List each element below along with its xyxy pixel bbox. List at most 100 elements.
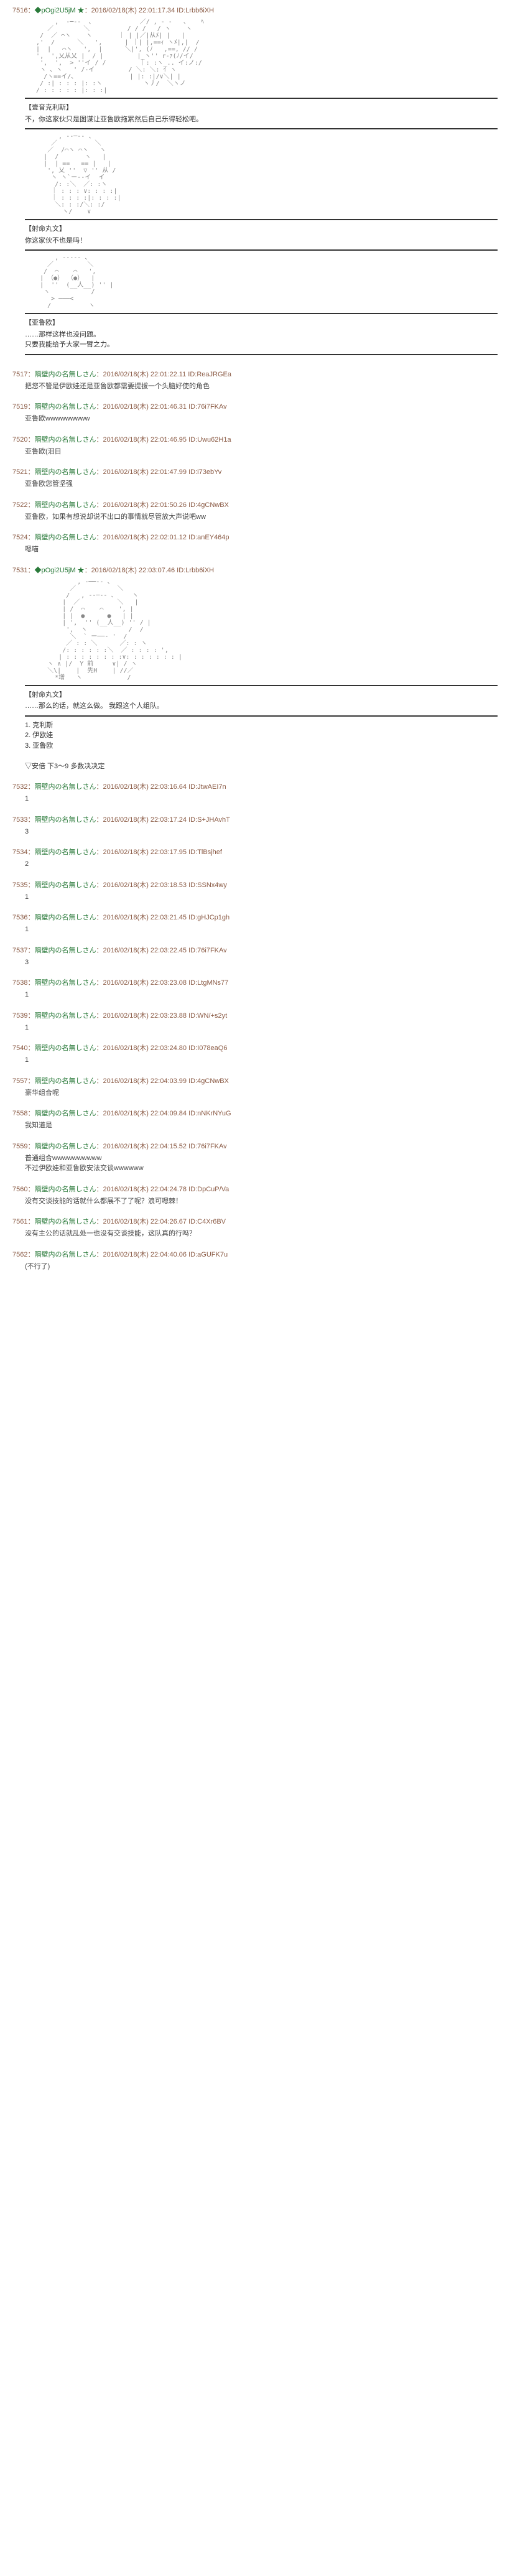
post-header: 7517：隔壁内の名無しさん：2016/02/18(木) 22:01:22.11… [12, 369, 498, 379]
post: 7535：隔壁内の名無しさん：2016/02/18(木) 22:03:18.53… [0, 875, 510, 908]
post: 7522：隔壁内の名無しさん：2016/02/18(木) 22:01:50.26… [0, 495, 510, 528]
post-header: 7537：隔壁内の名無しさん：2016/02/18(木) 22:03:22.45… [12, 945, 498, 955]
post-author: 隔壁内の名無しさん [34, 1143, 96, 1150]
post-text: 3 [25, 827, 498, 837]
post-date: 2016/02/18(木) 22:03:16.64 [103, 783, 187, 791]
post-uid: ID:Lrbb6iXH [177, 7, 214, 14]
post-text: 亚鲁欧您管坚强 [25, 479, 498, 490]
post: 7534：隔壁内の名無しさん：2016/02/18(木) 22:03:17.95… [0, 842, 510, 875]
post-body: 我知道是 [25, 1120, 498, 1131]
post-number: 7538 [12, 979, 27, 987]
post: 7559：隔壁内の名無しさん：2016/02/18(木) 22:04:15.52… [0, 1136, 510, 1179]
post: 7520：隔壁内の名無しさん：2016/02/18(木) 22:01:46.95… [0, 429, 510, 462]
post-date: 2016/02/18(木) 22:03:17.95 [103, 849, 187, 856]
post-date: 2016/02/18(木) 22:03:24.80 [103, 1044, 187, 1052]
post-number: 7537 [12, 947, 27, 954]
post: 7517：隔壁内の名無しさん：2016/02/18(木) 22:01:22.11… [0, 364, 510, 397]
post-author: 隔壁内の名無しさん [34, 947, 96, 954]
post-text: 亚鲁欧，如果有想说却说不出口的事情就尽管放大声说吧ww [25, 512, 498, 523]
post-uid: ID:4gCNwBX [188, 501, 229, 509]
post-header: 7539：隔壁内の名無しさん：2016/02/18(木) 22:03:23.88… [12, 1010, 498, 1020]
post-number: 7557 [12, 1077, 27, 1085]
post-number: 7535 [12, 881, 27, 889]
post-uid: ID:WN/+s2yt [188, 1012, 227, 1020]
post-body: 没有主公的话就乱处一也没有交谈技能，这队真的行吗？ [25, 1229, 498, 1239]
post-text: 我知道是 [25, 1120, 498, 1131]
post-author: 隔壁内の名無しさん [34, 979, 96, 987]
post-text: 亚鲁欧wwwwwwwww [25, 414, 498, 424]
post-uid: ID:I078eaQ6 [188, 1044, 227, 1052]
post-author: 隔壁内の名無しさん [34, 849, 96, 856]
post-author: ◆pOgi2U5jM ★ [34, 7, 84, 14]
post-number: 7531 [12, 567, 27, 574]
post-body: 2 [25, 859, 498, 870]
post-header: 7535：隔壁内の名無しさん：2016/02/18(木) 22:03:18.53… [12, 880, 498, 890]
post-number: 7562 [12, 1251, 27, 1258]
post-body: 1 [25, 1023, 498, 1033]
ascii-art: , -‐‐‐- 、 ／ ＼ / ⌒ ⌒ ', | （●） （●） | | '' … [25, 254, 498, 309]
post-uid: ID:JtwAEI7n [188, 783, 226, 791]
post-body: 亚鲁欧wwwwwwwww [25, 414, 498, 424]
post-header: 7522：隔壁内の名無しさん：2016/02/18(木) 22:01:50.26… [12, 500, 498, 509]
post-author: 隔壁内の名無しさん [34, 783, 96, 791]
post-number: 7519 [12, 403, 27, 411]
post-header: 7558：隔壁内の名無しさん：2016/02/18(木) 22:04:09.84… [12, 1108, 498, 1118]
post-uid: ID:nNKrNYuG [188, 1110, 231, 1117]
post-uid: ID:Lrbb6iXH [177, 567, 214, 574]
post-text: 没有主公的话就乱处一也没有交谈技能，这队真的行吗？ [25, 1229, 498, 1239]
speech-text: ……那么的话，就这么做。 我跟这个人组队。 [25, 701, 498, 712]
post-uid: ID:Uwu62H1a [188, 436, 231, 444]
post-number: 7532 [12, 783, 27, 791]
divider [25, 313, 498, 314]
post-date: 2016/02/18(木) 22:03:22.45 [103, 947, 187, 954]
post-number: 7516 [12, 7, 27, 14]
post-date: 2016/02/18(木) 22:03:07.46 [91, 567, 175, 574]
post-body: 豪华组合呢 [25, 1088, 498, 1099]
post-text: 1 [25, 1023, 498, 1033]
post-body: 3 [25, 957, 498, 968]
divider [25, 98, 498, 99]
post-author: 隔壁内の名無しさん [34, 914, 96, 921]
post-text: 嗯喵 [25, 544, 498, 555]
post-author: 隔壁内の名無しさん [34, 1251, 96, 1258]
post-body: 1 [25, 990, 498, 1000]
speech-text: 你这家伙不也是吗！ [25, 236, 498, 246]
post-number: 7520 [12, 436, 27, 444]
post-date: 2016/02/18(木) 22:03:21.45 [103, 914, 187, 921]
post-date: 2016/02/18(木) 22:04:26.67 [103, 1218, 187, 1225]
post-body: 亚鲁欧(泪目 [25, 447, 498, 457]
post-header: 7540：隔壁内の名無しさん：2016/02/18(木) 22:03:24.80… [12, 1043, 498, 1053]
post-date: 2016/02/18(木) 22:03:18.53 [103, 881, 187, 889]
post-author: 隔壁内の名無しさん [34, 881, 96, 889]
post-text: 豪华组合呢 [25, 1088, 498, 1099]
post: 7536：隔壁内の名無しさん：2016/02/18(木) 22:03:21.45… [0, 907, 510, 940]
post-uid: ID:anEY464p [188, 534, 229, 541]
post: 7538：隔壁内の名無しさん：2016/02/18(木) 22:03:23.08… [0, 972, 510, 1005]
post-author: 隔壁内の名無しさん [34, 403, 96, 411]
post-author: 隔壁内の名無しさん [34, 816, 96, 824]
post-header: 7559：隔壁内の名無しさん：2016/02/18(木) 22:04:15.52… [12, 1141, 498, 1151]
post-uid: ID:SSNx4wy [188, 881, 227, 889]
post-date: 2016/02/18(木) 22:01:50.26 [103, 501, 187, 509]
post-author: 隔壁内の名無しさん [34, 1044, 96, 1052]
ascii-art: , -──‐- 、 ／ ＼ / , -‐─‐- 、 ヽ | ／ ＼ | | / … [25, 579, 498, 681]
post-header: 7519：隔壁内の名無しさん：2016/02/18(木) 22:01:46.31… [12, 401, 498, 411]
post-text: (不行了) [25, 1262, 498, 1272]
post-uid: ID:76i7FKAv [188, 947, 227, 954]
post-body: 1 [25, 1055, 498, 1066]
post-text: 亚鲁欧(泪目 [25, 447, 498, 457]
divider [25, 249, 498, 251]
post-author: 隔壁内の名無しさん [34, 1186, 96, 1193]
divider [25, 715, 498, 717]
post-uid: ID:S+JHAvhT [188, 816, 230, 824]
post: 7532：隔壁内の名無しさん：2016/02/18(木) 22:03:16.64… [0, 776, 510, 809]
ascii-art: , -─‐- 、 ／/ , - ‐ 、 ﾍ ／ ＼ / / / / ヽ ヽ / … [25, 19, 498, 94]
post-body: 把您不管是伊欧娃还是亚鲁欧都需要提拔一个头脑好使的角色 [25, 381, 498, 392]
post-date: 2016/02/18(木) 22:02:01.12 [103, 534, 187, 541]
divider [25, 685, 498, 686]
divider [25, 219, 498, 220]
speaker-label: 【射命丸文】 [25, 690, 498, 700]
post-body: 没有交谈技能的话就什么都展不了了呢？浪可嗯棘！ [25, 1196, 498, 1207]
post: 7561：隔壁内の名無しさん：2016/02/18(木) 22:04:26.67… [0, 1211, 510, 1244]
post-number: 7540 [12, 1044, 27, 1052]
